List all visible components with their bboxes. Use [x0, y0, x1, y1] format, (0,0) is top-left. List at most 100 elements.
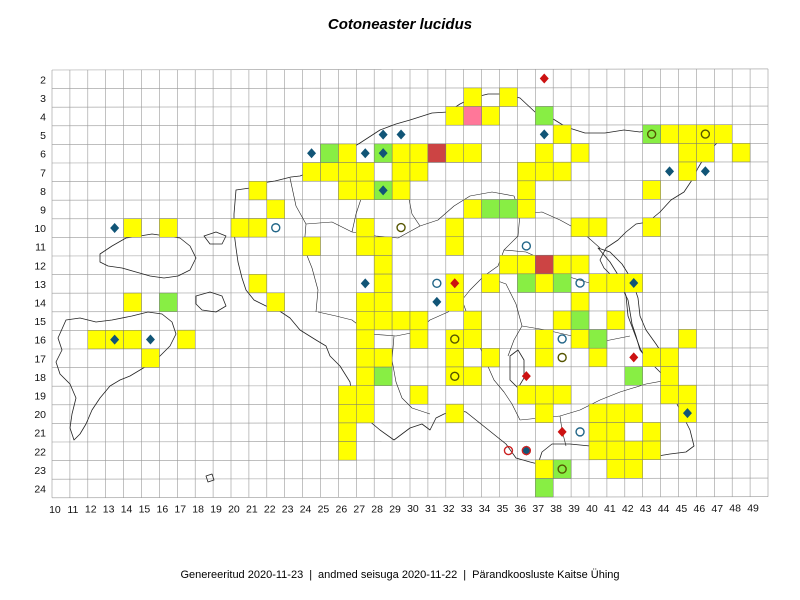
cell-yellow	[123, 218, 142, 238]
marker-layer	[110, 73, 711, 474]
ruhnu-coast	[205, 473, 215, 483]
diamond-marker-blue	[360, 278, 370, 289]
cell-yellow	[660, 347, 679, 367]
cell-yellow	[535, 161, 554, 182]
cell-yellow	[481, 348, 500, 368]
cell-yellow	[570, 143, 590, 163]
cell-yellow	[409, 143, 429, 163]
cell-yellow	[248, 218, 268, 238]
diamond-marker-blue	[665, 166, 675, 177]
cell-yellow	[123, 292, 142, 312]
y-tick-label: 12	[34, 260, 46, 272]
cell-yellow	[570, 217, 590, 237]
x-tick-label: 31	[425, 503, 437, 515]
cell-yellow	[445, 292, 464, 312]
y-tick-label: 18	[34, 372, 46, 384]
cell-yellow	[678, 124, 697, 144]
x-tick-label: 38	[550, 503, 562, 515]
cell-yellow	[338, 143, 357, 163]
circle-marker-blue	[575, 278, 585, 288]
footer-separator: |	[463, 569, 467, 581]
cell-yellow	[481, 273, 500, 293]
x-tick-label: 15	[139, 504, 151, 516]
cell-yellow	[535, 347, 554, 368]
x-tick-label: 26	[336, 503, 348, 515]
x-tick-label: 25	[318, 503, 330, 515]
cell-yellow	[552, 385, 572, 405]
cell-yellow	[338, 180, 357, 201]
cell-yellow	[373, 273, 393, 293]
cell-yellow	[588, 347, 608, 368]
y-tick-label: 24	[34, 484, 46, 496]
cell-yellow	[373, 255, 393, 275]
x-tick-label: 39	[568, 503, 580, 515]
x-tick-label: 27	[353, 503, 365, 515]
occupied-cells	[87, 87, 751, 498]
cell-yellow	[660, 366, 679, 386]
cell-yellow	[159, 218, 178, 238]
cell-yellow	[481, 106, 500, 126]
x-tick-label: 21	[246, 503, 258, 515]
cell-yellow	[266, 292, 285, 312]
lake-peipus	[597, 247, 665, 365]
diamond-marker-red	[629, 352, 639, 363]
circle-marker-olive	[396, 222, 406, 233]
cell-yellow	[356, 236, 375, 256]
circle-marker-olive	[450, 334, 460, 344]
cell-green	[320, 143, 339, 163]
footer-separator: |	[309, 569, 313, 581]
cell-yellow	[391, 310, 411, 331]
diamond-marker-blue	[307, 148, 317, 159]
cell-yellow	[409, 310, 429, 331]
cell-yellow	[445, 366, 464, 386]
y-tick-label: 6	[40, 149, 46, 161]
cell-green	[588, 329, 608, 349]
x-tick-label: 19	[210, 504, 222, 516]
x-tick-label: 42	[622, 503, 634, 515]
cell-yellow	[356, 348, 375, 368]
x-tick-label: 24	[300, 503, 312, 515]
diamond-marker-blue	[629, 277, 639, 288]
y-tick-label: 16	[34, 335, 46, 347]
x-tick-label: 40	[586, 503, 598, 515]
saaremaa-coast	[55, 311, 177, 441]
circle-marker-olive	[557, 352, 567, 363]
cell-yellow	[445, 236, 464, 256]
x-tick-label: 37	[532, 503, 544, 515]
x-tick-label: 12	[85, 504, 97, 516]
cell-green	[373, 366, 393, 386]
x-tick-label: 18	[192, 504, 204, 516]
circle-marker-blue	[432, 278, 442, 289]
diamond-marker-blue	[360, 148, 370, 159]
x-tick-label: 23	[282, 503, 294, 515]
x-tick-label: 32	[443, 503, 455, 515]
diamond-marker-blue	[700, 166, 710, 177]
cell-yellow	[356, 366, 375, 386]
diamond-marker-blue	[521, 445, 531, 456]
circle-marker-blue	[271, 223, 281, 233]
x-tick-label: 47	[711, 503, 723, 515]
axis-labels: 2345678910111213141516171819202122232410…	[34, 74, 759, 516]
cell-yellow	[552, 124, 572, 144]
diamond-marker-blue	[378, 129, 388, 140]
x-tick-label: 43	[640, 503, 652, 515]
footer-generated: Genereeritud 2020-11-23	[180, 569, 304, 581]
cell-yellow	[302, 236, 321, 256]
x-tick-label: 48	[729, 503, 741, 515]
muhu-coast	[195, 291, 227, 313]
circle-marker-red	[521, 445, 532, 456]
cell-green	[499, 199, 518, 219]
cell-yellow	[678, 143, 697, 163]
cell-yellow	[570, 254, 590, 275]
cell-yellow	[338, 162, 357, 182]
cell-yellow	[588, 422, 608, 442]
diamond-marker-blue	[378, 148, 388, 159]
cell-yellow	[338, 385, 357, 405]
cell-yellow	[445, 348, 464, 368]
circle-marker-blue	[557, 334, 567, 344]
y-tick-label: 8	[40, 186, 46, 198]
cell-yellow	[642, 217, 661, 237]
x-tick-label: 41	[604, 503, 616, 515]
cell-green	[535, 106, 554, 126]
